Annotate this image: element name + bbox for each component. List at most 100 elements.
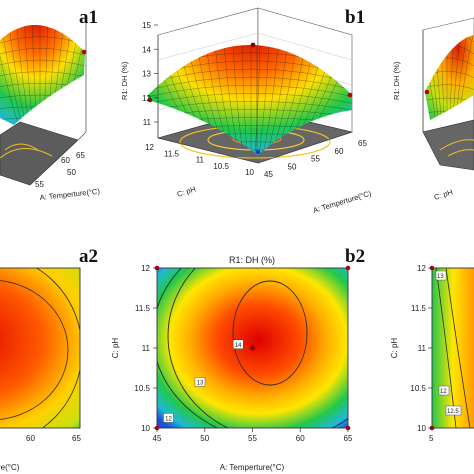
panel-a2-contour: 60 65 A: Temperture(°C) a2 bbox=[0, 246, 98, 472]
b1grid-meshline bbox=[262, 45, 281, 155]
panel-c2-contour: 13 12 12.5 10 10.5 11 11.5 12 5 C: pH bbox=[390, 264, 474, 443]
a1-xtick: 60 bbox=[61, 156, 70, 165]
a1-xtick: 50 bbox=[67, 168, 76, 177]
b2-xtick: 55 bbox=[248, 434, 257, 443]
a1grid-meshline bbox=[0, 25, 24, 125]
b2-ytick: 11.5 bbox=[135, 304, 151, 313]
c1grid-meshline bbox=[425, 71, 474, 78]
a2-heatmap bbox=[0, 268, 80, 428]
b1-x-axis bbox=[257, 131, 353, 164]
b1grid-meshline bbox=[148, 93, 352, 105]
b1grid-meshline bbox=[148, 85, 352, 98]
b2-optimum-point bbox=[249, 345, 256, 351]
a1-axis-frame bbox=[77, 18, 87, 141]
c1-zlabel: R1: DH (%) bbox=[392, 61, 401, 100]
b2-title: R1: DH (%) bbox=[229, 255, 275, 265]
b1-ztick: 15 bbox=[142, 21, 151, 30]
b1-zlabel: R1: DH (%) bbox=[120, 61, 129, 100]
c1grid-meshline bbox=[425, 57, 474, 66]
panel-label-a2: a2 bbox=[79, 246, 98, 267]
b2-contour-label-box bbox=[163, 413, 174, 423]
b1grid-meshline bbox=[148, 101, 352, 112]
c2-contour-label: 12 bbox=[438, 385, 450, 396]
svg-text:12: 12 bbox=[440, 389, 447, 395]
panel-label-b1: b1 bbox=[345, 7, 365, 28]
b2-ytick: 11 bbox=[142, 344, 151, 353]
c1-design-point bbox=[424, 89, 430, 95]
a2-contours bbox=[0, 268, 80, 428]
panel-b1-surface: 11 12 13 14 15 R1: DH (%) 12 11.5 11 10.5 10 C: … bbox=[120, 0, 373, 215]
b1-ztick: 12 bbox=[142, 94, 151, 103]
c2-ytick: 11.5 bbox=[411, 304, 427, 313]
a2-xtick: 60 bbox=[26, 434, 35, 443]
b2-contour-13 bbox=[167, 268, 348, 428]
b1-ytick: 10 bbox=[245, 168, 254, 177]
a1-xlabel: A: Temperture(°C) bbox=[39, 187, 100, 202]
a1grid-meshline bbox=[0, 48, 85, 58]
b1-ytick: 11 bbox=[196, 156, 205, 165]
a1-design-point bbox=[81, 49, 87, 55]
b1-wall-gridline bbox=[257, 32, 353, 61]
a1-xtick: 65 bbox=[76, 151, 85, 160]
b2-contour-label: 13 bbox=[197, 380, 204, 386]
b1-xtick: 55 bbox=[311, 155, 320, 164]
a1grid-meshline bbox=[0, 25, 21, 125]
b2-ylabel: C: pH bbox=[111, 338, 120, 359]
svg-text:12.5: 12.5 bbox=[447, 409, 459, 415]
b1-xtick: 50 bbox=[288, 162, 297, 171]
b1grid-meshline bbox=[148, 76, 352, 91]
panel-label-b2: b2 bbox=[345, 246, 365, 267]
b1-ytick: 11.5 bbox=[164, 149, 180, 158]
b2-contour-label: 12 bbox=[165, 416, 172, 422]
b1grid-meshline bbox=[231, 45, 244, 155]
panel-a1-surface: 50 55 60 65 A: Temperture(°C) a1 bbox=[0, 7, 101, 202]
c1-floor-contours bbox=[439, 139, 474, 157]
a1grid-meshline bbox=[6, 25, 27, 125]
b1-peak-point bbox=[250, 42, 256, 48]
a2-xlabel: A: Temperture(°C) bbox=[0, 463, 20, 472]
b2-contour-label: 14 bbox=[235, 343, 242, 349]
a1grid-meshline bbox=[0, 25, 85, 26]
a1grid-meshline bbox=[0, 59, 85, 68]
b1-xtick: 60 bbox=[335, 147, 344, 156]
b1grid-meshline bbox=[258, 45, 271, 155]
b1-xtick: 45 bbox=[264, 170, 273, 179]
c2-ylabel: C: pH bbox=[390, 338, 399, 359]
b1-ztick: 14 bbox=[142, 45, 151, 54]
a1grid-meshline bbox=[0, 71, 85, 79]
b2-xtick: 50 bbox=[200, 434, 209, 443]
b1-ztick: 11 bbox=[143, 118, 152, 127]
b2-ytick: 10 bbox=[141, 424, 150, 433]
b1grid-meshline bbox=[145, 0, 357, 10]
b1grid-meshline bbox=[270, 45, 300, 155]
c2-contour-label: 13 bbox=[435, 270, 447, 281]
b2-contour-label-box bbox=[232, 339, 244, 349]
panel-b2-contour: 12 13 14 45 50 55 60 65 10 10.5 11 11.5 12 R1: DH … bbox=[111, 246, 365, 472]
a1-floor-contours bbox=[0, 143, 53, 159]
b1-ytick: 12 bbox=[145, 143, 154, 152]
svg-text:13: 13 bbox=[437, 274, 444, 280]
c2-ytick: 10.5 bbox=[410, 384, 426, 393]
b2-ytick: 10.5 bbox=[134, 384, 150, 393]
b1-design-point bbox=[147, 97, 153, 103]
b1-ylabel: C: pH bbox=[176, 184, 197, 198]
b1-wall-gridline bbox=[157, 32, 259, 61]
a1-surface bbox=[0, 25, 85, 125]
b1-design-point bbox=[347, 92, 353, 98]
b1grid-meshline bbox=[266, 45, 290, 155]
b2-xtick: 65 bbox=[344, 434, 353, 443]
c2-xtick: 5 bbox=[429, 434, 434, 443]
b1-min-point bbox=[256, 150, 260, 154]
b1-xtick: 65 bbox=[358, 139, 367, 148]
b2-contour-14 bbox=[232, 280, 308, 386]
c1-ylabel: C: pH bbox=[433, 187, 454, 201]
c1grid-meshline bbox=[425, 84, 474, 90]
b2-xtick: 60 bbox=[296, 434, 305, 443]
panel-label-a1: a1 bbox=[79, 7, 98, 28]
a2-xtick: 65 bbox=[72, 434, 81, 443]
b2-ytick: 12 bbox=[141, 264, 150, 273]
b1-ztick: 13 bbox=[142, 70, 151, 79]
b2-xlabel: A: Temperture(°C) bbox=[220, 463, 285, 472]
b2-contour-label-box bbox=[194, 377, 206, 387]
